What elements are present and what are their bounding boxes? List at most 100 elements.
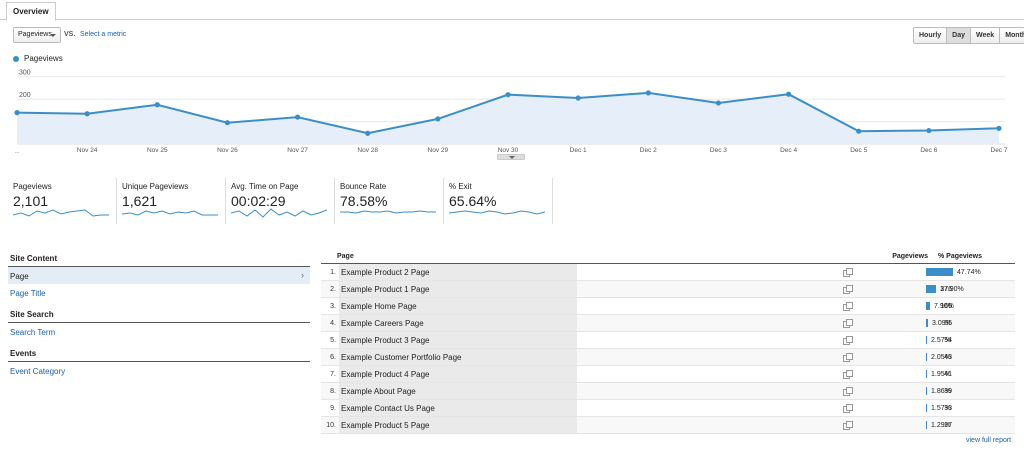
summary-card-label: % Exit: [449, 182, 472, 191]
open-external-icon[interactable]: [843, 302, 853, 311]
open-external-icon[interactable]: [843, 370, 853, 379]
summary-card-value: 65.64%: [449, 193, 497, 209]
sparkline: [13, 209, 109, 217]
legend-label: Pageviews: [24, 54, 63, 63]
report-nav: Site Content Page Page Title Site Search…: [8, 253, 310, 379]
page-link[interactable]: Example Product 5 Page: [339, 417, 577, 433]
pageviews-value: 41: [944, 370, 952, 378]
x-tick-label: Dec 6: [920, 147, 937, 154]
row-index: 1.: [330, 268, 336, 276]
page-link[interactable]: Example Product 3 Page: [339, 332, 577, 348]
row-index: 8.: [330, 387, 336, 395]
nav-item-event-category[interactable]: Event Category: [10, 367, 66, 376]
granularity-week-button[interactable]: Week: [971, 28, 1001, 43]
column-header-pct-pageviews[interactable]: % Pageviews: [938, 253, 982, 260]
chart-scroll-handle[interactable]: [497, 154, 525, 160]
granularity-month-button[interactable]: Month: [1000, 28, 1024, 43]
page-link[interactable]: Example Careers Page: [339, 315, 577, 331]
pages-table: Page Pageviews % Pageviews 1. Example Pro…: [321, 253, 1015, 434]
y-tick-label: 300: [19, 70, 31, 77]
summary-card-unique-pageviews[interactable]: Unique Pageviews 1,621: [117, 178, 226, 224]
page-link[interactable]: Example Product 4 Page: [339, 366, 577, 382]
select-metric-link[interactable]: Select a metric: [80, 31, 127, 38]
summary-card-avg-time[interactable]: Avg. Time on Page 00:02:29: [226, 178, 335, 224]
granularity-hourly-button[interactable]: Hourly: [914, 28, 948, 43]
row-index: 6.: [330, 353, 336, 361]
pct-bar: [926, 268, 953, 276]
nav-item-search-term[interactable]: Search Term: [10, 328, 56, 337]
page-link[interactable]: Example About Page: [339, 383, 577, 399]
open-external-icon[interactable]: [843, 353, 853, 362]
pageviews-value: 33: [944, 404, 952, 412]
row-index: 2.: [330, 285, 336, 293]
data-point: [645, 90, 651, 96]
pct-bar: [926, 353, 927, 361]
summary-card-bounce-rate[interactable]: Bounce Rate 78.58%: [335, 178, 444, 224]
page-link[interactable]: Example Home Page: [339, 298, 577, 314]
pct-bar: [926, 319, 928, 327]
table-row: 3. Example Home Page 166 7.90%: [321, 298, 1015, 315]
x-tick-label: Dec 1: [570, 147, 587, 154]
x-tick-label: Dec 7: [991, 147, 1008, 154]
metric-dropdown[interactable]: Pageviews: [13, 27, 61, 43]
data-point: [996, 125, 1002, 131]
page-link[interactable]: Example Product 2 Page: [339, 264, 577, 280]
open-external-icon[interactable]: [843, 336, 853, 345]
row-index: 9.: [330, 404, 336, 412]
pct-value: 1.29%: [931, 422, 951, 429]
pct-value: 3.09%: [932, 320, 952, 327]
tab-bar: Overview: [0, 0, 1024, 21]
chart-legend: Pageviews: [13, 54, 63, 63]
table-row: 4. Example Careers Page 65 3.09%: [321, 315, 1015, 332]
x-tick-label: Nov 26: [217, 147, 238, 154]
pct-value: 1.57%: [931, 405, 951, 412]
open-external-icon[interactable]: [843, 421, 853, 430]
page-link[interactable]: Example Customer Portfolio Page: [339, 349, 577, 365]
page-link[interactable]: Example Contact Us Page: [339, 400, 577, 416]
row-index: 5.: [330, 336, 336, 344]
nav-heading-site-content: Site Content: [8, 253, 310, 267]
nav-item-page[interactable]: Page: [8, 267, 310, 284]
page-link[interactable]: Example Product 1 Page: [339, 281, 577, 297]
pct-value: 1.95%: [931, 371, 951, 378]
open-external-icon[interactable]: [843, 268, 853, 277]
pct-bar: [926, 336, 927, 344]
row-index: 4.: [330, 319, 336, 327]
view-full-report-link[interactable]: view full report: [966, 437, 1012, 444]
summary-card-exit[interactable]: % Exit 65.64%: [444, 178, 553, 224]
open-external-icon[interactable]: [843, 387, 853, 396]
pageviews-value: 166: [940, 302, 952, 310]
open-external-icon[interactable]: [843, 319, 853, 328]
summary-cards: Pageviews 2,101 Unique Pageviews 1,621 A…: [8, 178, 553, 224]
table-header: Page Pageviews % Pageviews: [321, 253, 1015, 264]
column-header-pageviews[interactable]: Pageviews: [892, 253, 928, 260]
pct-value: 7.90%: [934, 303, 954, 310]
pct-bar: [926, 302, 930, 310]
chevron-down-icon: [50, 34, 56, 37]
pct-value: 47.74%: [957, 269, 981, 276]
table-row: 2. Example Product 1 Page 376 17.90%: [321, 281, 1015, 298]
x-tick-label: Nov 27: [287, 147, 308, 154]
pageviews-value: 27: [944, 421, 952, 429]
x-tick-label: ...: [14, 149, 19, 154]
nav-item-page-title[interactable]: Page Title: [10, 289, 46, 298]
column-header-page[interactable]: Page: [337, 253, 354, 260]
pct-value: 2.05%: [931, 354, 951, 361]
data-point: [575, 95, 581, 101]
legend-dot-icon: [13, 55, 19, 62]
data-point: [785, 91, 792, 97]
pct-bar: [926, 387, 927, 395]
summary-card-pageviews[interactable]: Pageviews 2,101: [8, 178, 117, 224]
x-tick-label: Dec 5: [850, 147, 867, 154]
vs-label: VS.: [64, 31, 76, 38]
sparkline: [231, 208, 327, 218]
open-external-icon[interactable]: [843, 285, 853, 294]
tab-overview[interactable]: Overview: [6, 2, 56, 21]
x-tick-label: Nov 30: [498, 147, 519, 154]
granularity-day-button[interactable]: Day: [947, 28, 972, 43]
pageviews-value: 43: [944, 353, 952, 361]
nav-heading-events: Events: [8, 348, 310, 362]
open-external-icon[interactable]: [843, 404, 853, 413]
metric-dropdown-label: Pageviews: [18, 31, 52, 38]
